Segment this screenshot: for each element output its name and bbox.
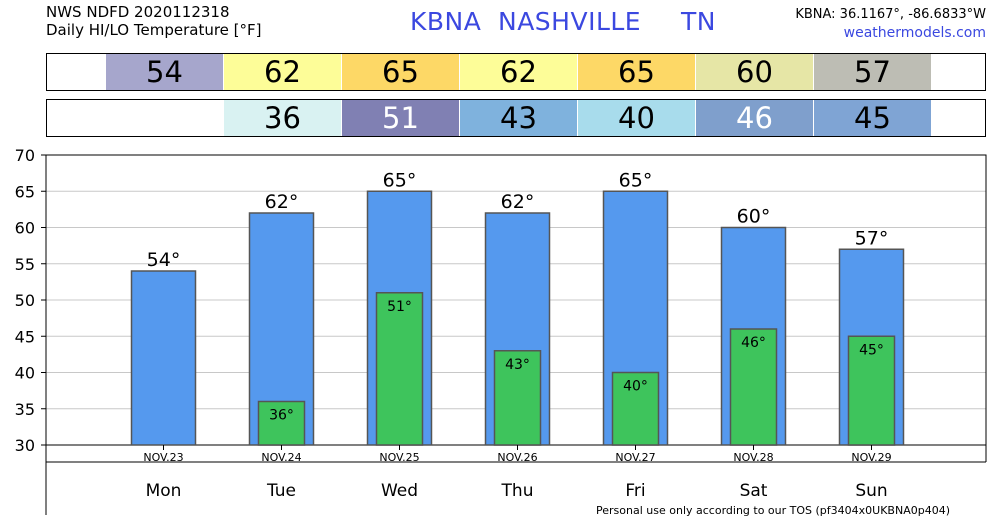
day-label-tue: Tue — [266, 481, 296, 501]
y-tick-label-60: 60 — [15, 219, 35, 238]
low-temp-strip: 36 51 43 40 46 45 — [46, 99, 986, 137]
date-label-tue: NOV.24 — [261, 451, 301, 464]
y-tick-label-30: 30 — [15, 436, 35, 455]
low-temp-cell-fri: 40 — [578, 100, 695, 136]
station-id: KBNA — [410, 7, 482, 36]
header-left: NWS NDFD 2020112318 Daily HI/LO Temperat… — [46, 3, 262, 39]
variable-label: Daily HI/LO Temperature [°F] — [46, 21, 262, 39]
y-tick-label-55: 55 — [15, 255, 35, 274]
low-temp-cell-sun: 45 — [814, 100, 931, 136]
date-label-sun: NOV.29 — [851, 451, 891, 464]
temperature-chart: 30 35 40 45 50 55 60 65 70 54° NOV.23 Mon 62° 36° NOV.… — [15, 146, 987, 515]
high-temp-cell-mon: 54 — [106, 54, 223, 90]
low-bar-thu — [493, 350, 542, 446]
y-tick-label-65: 65 — [15, 182, 35, 201]
site-link[interactable]: weathermodels.com — [843, 25, 986, 41]
high-temp-cell-tue: 62 — [224, 54, 341, 90]
station-coords: KBNA: 36.1167°, -86.6833°W — [795, 7, 986, 22]
low-bar-wed — [375, 292, 424, 446]
high-bar-label-thu: 62° — [501, 191, 535, 213]
low-bar-label-thu: 43° — [505, 357, 530, 373]
high-bar-label-wed: 65° — [383, 169, 417, 191]
date-label-thu: NOV.26 — [497, 451, 537, 464]
low-temp-cell-thu: 43 — [460, 100, 577, 136]
high-bar-mon — [130, 270, 197, 446]
y-tick-label-70: 70 — [15, 146, 35, 165]
date-label-fri: NOV.27 — [615, 451, 655, 464]
footer-tos: Personal use only according to our TOS (… — [596, 504, 950, 517]
y-tick-label-35: 35 — [15, 400, 35, 419]
high-bar-label-sun: 57° — [855, 227, 889, 249]
high-temp-cell-sun: 57 — [814, 54, 931, 90]
y-tick-label-40: 40 — [15, 364, 35, 383]
high-bar-label-tue: 62° — [265, 191, 299, 213]
date-label-wed: NOV.25 — [379, 451, 419, 464]
low-bar-label-sat: 46° — [741, 335, 766, 351]
high-bar-label-mon: 54° — [147, 249, 181, 271]
day-label-wed: Wed — [381, 481, 418, 501]
y-tick-label-45: 45 — [15, 327, 35, 346]
low-bar-sun — [847, 335, 896, 446]
y-tick-label-50: 50 — [15, 291, 35, 310]
low-bar-label-wed: 51° — [387, 299, 412, 315]
high-temp-cell-wed: 65 — [342, 54, 459, 90]
station-name: NASHVILLE — [498, 7, 642, 36]
high-temp-cell-thu: 62 — [460, 54, 577, 90]
station-state: TN — [681, 7, 716, 36]
date-label-mon: NOV.23 — [143, 451, 183, 464]
date-label-sat: NOV.28 — [733, 451, 773, 464]
low-bar-label-sun: 45° — [859, 342, 884, 358]
day-label-fri: Fri — [625, 481, 645, 501]
day-label-mon: Mon — [146, 481, 182, 501]
day-label-thu: Thu — [501, 481, 534, 501]
day-label-sat: Sat — [740, 481, 768, 501]
header-right: KBNA: 36.1167°, -86.6833°W weathermodels… — [795, 5, 986, 43]
high-temp-cell-sat: 60 — [696, 54, 813, 90]
low-bar-label-tue: 36° — [269, 408, 294, 424]
high-temp-strip: 54 62 65 62 65 60 57 — [46, 53, 986, 91]
high-temp-cell-fri: 65 — [578, 54, 695, 90]
low-bar-sat — [729, 328, 778, 446]
low-temp-cell-mon — [106, 100, 223, 136]
low-temp-cell-tue: 36 — [224, 100, 341, 136]
low-temp-cell-sat: 46 — [696, 100, 813, 136]
high-bar-label-sat: 60° — [737, 206, 771, 228]
model-run-label: NWS NDFD 2020112318 — [46, 3, 230, 21]
high-bar-label-fri: 65° — [619, 169, 653, 191]
low-bar-label-fri: 40° — [623, 379, 648, 395]
low-temp-cell-wed: 51 — [342, 100, 459, 136]
day-label-sun: Sun — [855, 481, 887, 501]
